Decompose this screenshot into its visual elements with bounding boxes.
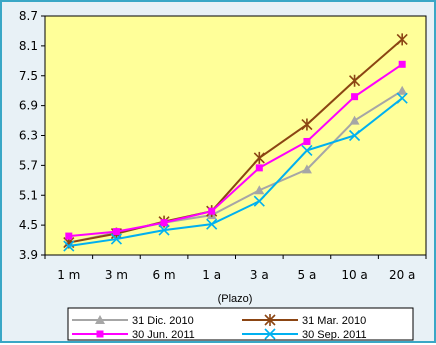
data-point bbox=[348, 129, 361, 142]
data-point bbox=[398, 60, 406, 68]
data-point bbox=[255, 164, 263, 172]
data-point bbox=[349, 115, 360, 125]
series-group bbox=[63, 33, 408, 252]
plot-area bbox=[44, 15, 427, 256]
series-line bbox=[68, 63, 403, 238]
y-tick-label: 6.3 bbox=[19, 129, 38, 143]
legend-marker bbox=[96, 330, 104, 338]
legend-label: 30 Jun. 2011 bbox=[132, 329, 195, 341]
series-line bbox=[68, 38, 403, 244]
y-tick-label: 7.5 bbox=[19, 69, 38, 83]
legend: 31 Dic. 2010 31 Mar. 2010 30 Jun. 2011 30 S… bbox=[72, 314, 367, 341]
x-tick-label: 3 m bbox=[105, 268, 128, 282]
data-point bbox=[301, 164, 312, 174]
y-tick-label: 4.5 bbox=[19, 218, 38, 232]
series-line bbox=[68, 97, 403, 248]
data-point bbox=[348, 74, 361, 87]
y-tick-label: 5.7 bbox=[19, 158, 38, 172]
y-tick-label: 8.1 bbox=[19, 39, 38, 53]
x-tick-label: 6 m bbox=[152, 268, 175, 282]
x-tick-label: 5 a bbox=[298, 268, 317, 282]
data-point bbox=[65, 232, 73, 240]
data-point bbox=[110, 233, 123, 245]
legend-label: 31 Mar. 2010 bbox=[302, 315, 366, 327]
data-point bbox=[397, 85, 408, 95]
x-axis: 1 m 3 m 6 m 1 a 3 a 5 a 10 a 20 a bbox=[44, 255, 427, 282]
legend-marker bbox=[264, 314, 276, 326]
y-tick-label: 8.7 bbox=[19, 9, 38, 23]
legend-label: 31 Dic. 2010 bbox=[132, 315, 194, 327]
data-point bbox=[160, 219, 168, 227]
data-point bbox=[301, 118, 313, 131]
data-point bbox=[206, 218, 218, 230]
legend-label: 30 Sep. 2011 bbox=[302, 329, 367, 341]
x-tick-label: 20 a bbox=[389, 268, 415, 282]
x-axis-title: (Plazo) bbox=[218, 293, 253, 305]
data-point bbox=[396, 33, 408, 46]
data-point bbox=[301, 144, 313, 157]
data-point bbox=[396, 92, 408, 104]
data-point bbox=[253, 195, 265, 207]
data-point bbox=[158, 224, 170, 236]
data-point bbox=[253, 151, 265, 164]
data-point bbox=[351, 93, 359, 101]
data-point bbox=[112, 228, 120, 236]
data-point bbox=[208, 207, 216, 215]
data-point bbox=[63, 240, 75, 252]
legend-marker bbox=[264, 328, 276, 340]
y-tick-label: 6.9 bbox=[19, 99, 38, 113]
data-point bbox=[303, 137, 311, 145]
y-tick-label: 5.1 bbox=[19, 188, 38, 202]
data-point bbox=[254, 185, 265, 195]
y-axis: 3.9 4.5 5.1 5.7 6.3 6.9 7.5 8.1 8.7 bbox=[19, 9, 45, 262]
x-tick-label: 3 a bbox=[250, 268, 269, 282]
x-tick-label: 1 a bbox=[202, 268, 221, 282]
x-tick-label: 10 a bbox=[341, 268, 367, 282]
legend-marker bbox=[95, 315, 105, 324]
x-tick-label: 1 m bbox=[57, 268, 80, 282]
y-tick-label: 3.9 bbox=[19, 248, 38, 262]
